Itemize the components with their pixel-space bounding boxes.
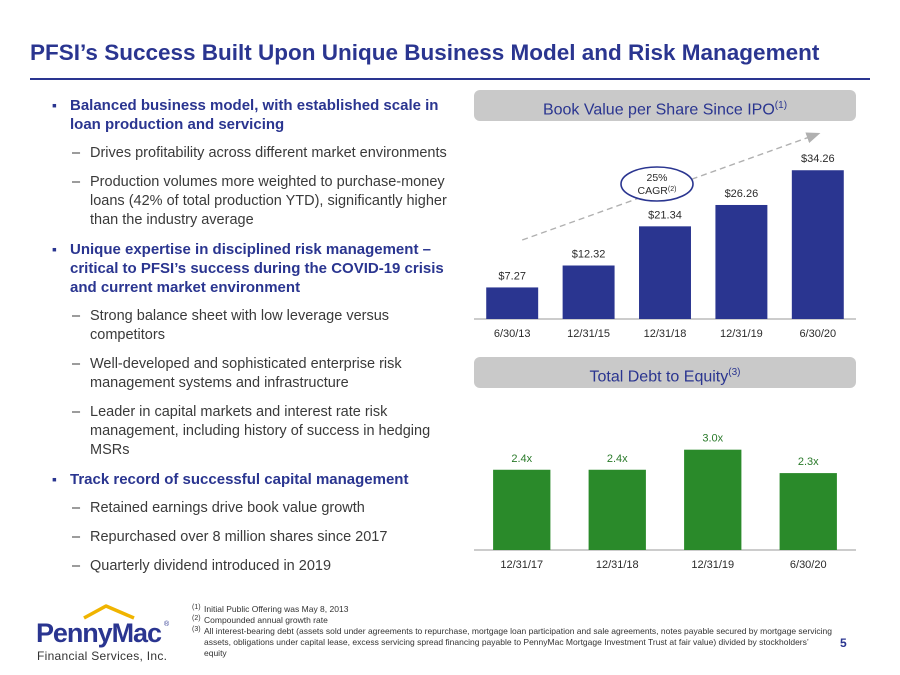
sub-bullet-item: Quarterly dividend introduced in 2019 xyxy=(52,557,452,576)
footnote-mark: (3) xyxy=(192,626,201,633)
bar xyxy=(486,287,539,319)
debt-equity-title-text: Total Debt to Equity xyxy=(589,368,729,386)
book-value-title-text: Book Value per Share Since IPO xyxy=(542,101,775,119)
book-value-chart-title: Book Value per Share Since IPO(1) xyxy=(474,90,856,121)
sub-bullet-item: Strong balance sheet with low leverage v… xyxy=(52,307,452,345)
footnote-text: Initial Public Offering was May 8, 2013 xyxy=(204,604,349,614)
data-label: $7.27 xyxy=(498,270,526,282)
tick-label: 12/31/18 xyxy=(596,559,639,571)
tick-label: 6/30/13 xyxy=(494,328,531,340)
footnote: (1) Initial Public Offering was May 8, 20… xyxy=(192,604,832,615)
pennymac-logo: PennyMac ® Financial Services, Inc. xyxy=(36,604,170,663)
data-label: $12.32 xyxy=(572,249,606,261)
bullet-item: Balanced business model, with establishe… xyxy=(52,96,452,134)
data-label: $21.34 xyxy=(648,209,682,221)
sub-bullet-item: Drives profitability across different ma… xyxy=(52,144,452,163)
bar xyxy=(639,226,691,319)
bar xyxy=(715,204,768,319)
bar xyxy=(779,473,837,550)
bar xyxy=(493,469,551,550)
debt-equity-chart: 2.4x 12/31/17 2.4x 12/31/18 3.0x 12/31/19 2.3x… xyxy=(474,433,856,571)
cagr-label: CAGR(2) xyxy=(638,185,677,197)
bullet-list: Balanced business model, with establishe… xyxy=(52,96,452,586)
sub-bullet-item: Well-developed and sophisticated enterpr… xyxy=(52,355,452,393)
bullet-item: Track record of successful capital manag… xyxy=(52,470,452,489)
data-label: 2.4x xyxy=(607,453,628,465)
footnotes: (1) Initial Public Offering was May 8, 20… xyxy=(192,604,832,659)
footnote: (2) Compounded annual growth rate xyxy=(192,615,832,626)
tick-label: 6/30/20 xyxy=(790,559,827,571)
bullet-item: Unique expertise in disciplined risk man… xyxy=(52,240,452,297)
cagr-footnote-ref: (2) xyxy=(668,186,677,193)
page-number: 5 xyxy=(840,636,847,650)
tick-label: 12/31/19 xyxy=(720,328,763,340)
logo-tagline: Financial Services, Inc. xyxy=(37,649,167,663)
tick-label: 12/31/18 xyxy=(644,328,687,340)
bar xyxy=(562,265,615,319)
sub-bullet-item: Leader in capital markets and interest r… xyxy=(52,403,452,460)
footnote-mark: (1) xyxy=(192,604,201,611)
logo-brand: PennyMac xyxy=(36,618,162,648)
data-label: $34.26 xyxy=(801,153,835,165)
title-divider xyxy=(30,78,870,80)
cagr-value: 25% xyxy=(646,172,667,184)
tick-label: 6/30/20 xyxy=(799,328,836,340)
sub-bullet-item: Retained earnings drive book value growt… xyxy=(52,499,452,518)
book-value-chart: $7.27 6/30/13 $12.32 12/31/15 $21.34 12/31/18… xyxy=(474,132,856,340)
logo-registered: ® xyxy=(164,620,170,628)
footnote-mark: (2) xyxy=(192,615,201,622)
data-label: 2.3x xyxy=(798,456,819,468)
data-label: 3.0x xyxy=(702,433,723,445)
data-label: 2.4x xyxy=(511,453,532,465)
debt-equity-chart-title: Total Debt to Equity(3) xyxy=(474,357,856,388)
logo-roof-icon xyxy=(83,604,135,620)
book-value-title-note: (1) xyxy=(774,100,788,111)
cagr-trend-arrow xyxy=(521,132,821,241)
page-title: PFSI’s Success Built Upon Unique Busines… xyxy=(30,40,820,65)
bar xyxy=(588,469,646,550)
tick-label: 12/31/19 xyxy=(691,559,734,571)
footnote-text: Compounded annual growth rate xyxy=(204,615,328,625)
bar xyxy=(791,170,844,319)
cagr-annotation xyxy=(620,166,694,202)
bar xyxy=(684,449,742,550)
data-label: $26.26 xyxy=(725,188,759,200)
sub-bullet-item: Repurchased over 8 million shares since … xyxy=(52,528,452,547)
footnote-text: All interest-bearing debt (assets sold u… xyxy=(204,626,832,658)
debt-equity-title-note: (3) xyxy=(728,367,741,378)
footnote: (3) All interest-bearing debt (assets sol… xyxy=(192,626,832,659)
cagr-label-text: CAGR xyxy=(638,185,669,197)
tick-label: 12/31/17 xyxy=(500,559,543,571)
sub-bullet-item: Production volumes more weighted to purc… xyxy=(52,173,452,230)
tick-label: 12/31/15 xyxy=(567,328,610,340)
